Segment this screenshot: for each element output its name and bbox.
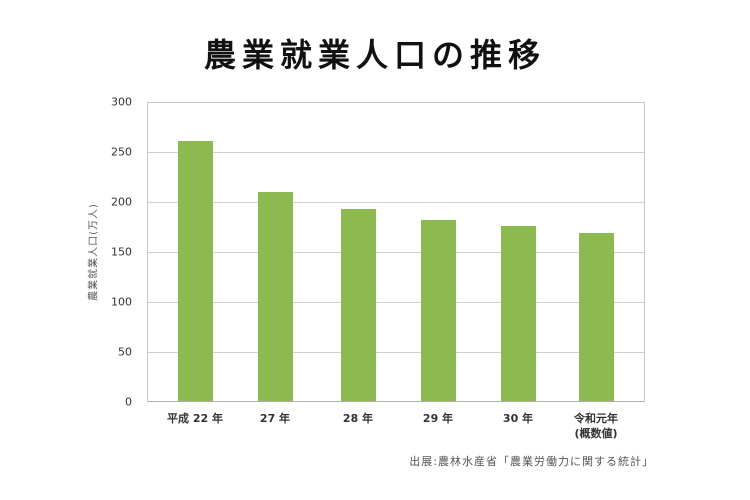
gridline xyxy=(148,302,644,303)
bar xyxy=(341,209,376,401)
x-tick: 平成 22 年 xyxy=(167,412,223,425)
y-tick: 250 xyxy=(111,145,132,159)
y-tick: 150 xyxy=(111,245,132,259)
chart-title: 農業就業人口の推移 xyxy=(203,36,546,74)
source-note: 出展:農林水産省「農業労働力に関する統計」 xyxy=(409,455,654,468)
bar xyxy=(258,192,293,401)
y-tick: 200 xyxy=(111,195,132,209)
bar xyxy=(178,141,213,401)
bar xyxy=(421,220,456,401)
x-tick: 令和元年 (概数値) xyxy=(574,412,618,440)
plot-area xyxy=(147,102,645,402)
y-tick: 300 xyxy=(111,95,132,109)
x-tick: 28 年 xyxy=(342,412,374,425)
gridline xyxy=(148,352,644,353)
y-tick: 0 xyxy=(125,395,132,409)
gridline xyxy=(148,252,644,253)
gridline xyxy=(148,202,644,203)
x-tick: 29 年 xyxy=(422,412,454,425)
gridline xyxy=(148,152,644,153)
y-axis-label: 農業就業人口(万人) xyxy=(88,203,100,301)
y-tick: 50 xyxy=(118,345,132,359)
bar xyxy=(501,226,536,401)
y-tick: 100 xyxy=(111,295,132,309)
bar xyxy=(579,233,614,401)
x-tick: 30 年 xyxy=(502,412,534,425)
x-tick: 27 年 xyxy=(259,412,291,425)
